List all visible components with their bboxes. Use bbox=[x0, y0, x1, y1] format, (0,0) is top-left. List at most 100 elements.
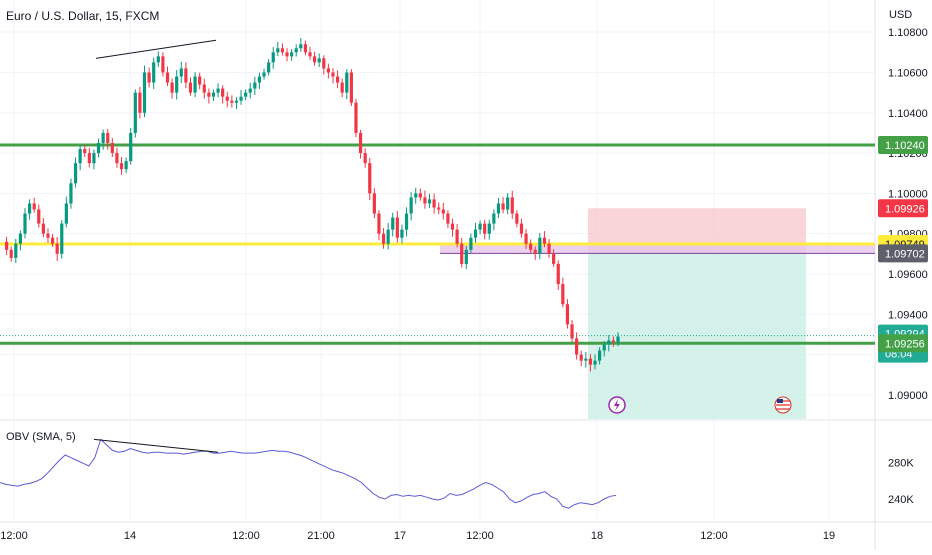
candle-body bbox=[593, 360, 597, 365]
candle-body bbox=[294, 48, 298, 53]
us-flag-event-icon[interactable] bbox=[774, 396, 792, 414]
candle-body bbox=[161, 56, 165, 73]
candle-body bbox=[4, 241, 9, 250]
candle-body bbox=[432, 199, 436, 208]
candle-body bbox=[32, 203, 36, 210]
candle-body bbox=[524, 233, 528, 244]
currency-label: USD bbox=[889, 9, 913, 21]
candles-group bbox=[4, 38, 620, 372]
candle-body bbox=[124, 161, 128, 170]
candle-body bbox=[349, 72, 353, 103]
candle-body bbox=[487, 223, 491, 234]
price-axis-label: 1.09702 bbox=[878, 244, 928, 263]
candle-body bbox=[345, 72, 349, 93]
candle-body bbox=[391, 217, 395, 230]
candle-body bbox=[322, 58, 326, 69]
candle-body bbox=[455, 229, 459, 244]
candle-body bbox=[584, 358, 588, 361]
candle-body bbox=[496, 203, 501, 214]
oscillator-title: OBV (SMA, 5) bbox=[6, 431, 76, 443]
price-trendline[interactable] bbox=[95, 39, 217, 59]
candle-body bbox=[276, 48, 280, 53]
candle-body bbox=[556, 263, 560, 285]
candle-body bbox=[253, 82, 257, 89]
lightning-event-icon-glyph bbox=[614, 399, 620, 411]
candle-body bbox=[303, 44, 308, 53]
candle-body bbox=[27, 203, 32, 214]
price-label-box bbox=[878, 199, 928, 218]
candle-body bbox=[386, 229, 390, 244]
time-tick-label: 12:00 bbox=[466, 530, 494, 542]
candle-body bbox=[211, 92, 216, 97]
price-tick-label: 1.10000 bbox=[888, 188, 928, 200]
take-profit-zone[interactable] bbox=[588, 253, 806, 419]
price-tick-label: 1.09000 bbox=[888, 390, 928, 402]
candle-body bbox=[50, 237, 55, 244]
candle-body bbox=[96, 143, 101, 154]
candle-body bbox=[60, 223, 64, 254]
us-flag-canton bbox=[777, 399, 783, 403]
price-axis-label: 1.09256 bbox=[878, 334, 928, 353]
candle-body bbox=[414, 193, 418, 198]
candle-body bbox=[175, 76, 179, 93]
candle-body bbox=[437, 207, 441, 210]
candle-body bbox=[46, 233, 50, 238]
candle-body bbox=[552, 253, 556, 264]
candle-body bbox=[460, 243, 464, 264]
obv-tick-label: 280K bbox=[888, 457, 914, 469]
candle-body bbox=[533, 249, 537, 254]
candle-body bbox=[147, 72, 151, 83]
candle-body bbox=[198, 76, 202, 85]
candle-body bbox=[225, 96, 229, 101]
candle-body bbox=[354, 102, 358, 133]
time-tick-label: 14 bbox=[124, 530, 136, 542]
candle-body bbox=[372, 193, 376, 214]
candle-body bbox=[529, 243, 533, 250]
candle-body bbox=[579, 354, 583, 361]
candle-body bbox=[156, 56, 160, 63]
candle-body bbox=[358, 132, 363, 154]
candle-body bbox=[106, 132, 110, 143]
candle-body bbox=[450, 223, 455, 230]
candle-body bbox=[18, 233, 22, 244]
candle-body bbox=[133, 92, 137, 133]
candle-body bbox=[483, 223, 487, 234]
candle-body bbox=[285, 52, 289, 57]
price-axis-label: 1.10240 bbox=[878, 136, 928, 155]
obv-trendline[interactable] bbox=[93, 438, 219, 453]
candle-body bbox=[234, 100, 239, 103]
candle-body bbox=[312, 56, 317, 63]
candle-body bbox=[152, 62, 156, 83]
price-tick-label: 1.09600 bbox=[888, 269, 928, 281]
price-label-text: 1.09256 bbox=[885, 338, 925, 350]
candle-body bbox=[37, 209, 41, 224]
time-tick-label: 18 bbox=[591, 530, 603, 542]
candle-body bbox=[290, 52, 294, 57]
price-label-box bbox=[878, 244, 928, 263]
candle-body bbox=[515, 213, 519, 224]
candle-body bbox=[506, 197, 510, 210]
candle-body bbox=[381, 233, 386, 244]
candle-body bbox=[404, 213, 409, 230]
candle-body bbox=[340, 82, 344, 93]
candle-body bbox=[441, 209, 445, 214]
lightning-event-icon[interactable] bbox=[608, 396, 626, 414]
candle-body bbox=[423, 197, 427, 204]
candle-body bbox=[588, 358, 593, 365]
candle-body bbox=[492, 213, 496, 224]
candle-body bbox=[602, 344, 606, 351]
symbol-title: Euro / U.S. Dollar, 15, FXCM bbox=[6, 9, 160, 23]
candle-body bbox=[193, 76, 197, 93]
candle-body bbox=[179, 68, 183, 77]
candle-body bbox=[41, 223, 45, 234]
candle-body bbox=[400, 229, 404, 238]
price-axis-label: 1.09926 bbox=[878, 199, 928, 218]
time-tick-label: 12:00 bbox=[232, 530, 260, 542]
candle-body bbox=[202, 84, 206, 93]
time-tick-label: 21:00 bbox=[307, 530, 335, 542]
candle-body bbox=[207, 92, 211, 97]
candle-body bbox=[561, 284, 565, 305]
candle-body bbox=[257, 76, 262, 83]
